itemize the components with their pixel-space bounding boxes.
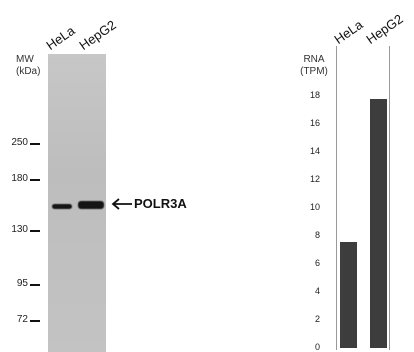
- hepg2-band: [78, 201, 104, 209]
- mw-label: MW: [16, 54, 34, 65]
- mw-marker-72-tick: [30, 320, 40, 322]
- rna-lane-label-hepg2: HepG2: [363, 11, 406, 47]
- mw-marker-130-tick: [30, 230, 40, 232]
- rna-y-tick-label-8: 8: [314, 230, 320, 240]
- rna-plot-frame: [336, 46, 390, 350]
- mw-marker-72-label: 72: [16, 314, 28, 325]
- mw-marker-180-label: 180: [11, 173, 28, 184]
- mw-marker-250-label: 250: [11, 137, 28, 148]
- arrow-left-icon: [111, 198, 132, 210]
- mw-marker-180-tick: [30, 179, 40, 181]
- rna-bar-hepg2: [370, 98, 387, 348]
- blot-lane-label-hela: HeLa: [43, 22, 78, 53]
- rna-y-tick-label-0: 0: [314, 342, 320, 352]
- mw-marker-95-label: 95: [16, 278, 28, 289]
- rna-y-tick-label-18: 18: [309, 90, 320, 100]
- rna-axis-title: RNA (TPM): [297, 54, 331, 78]
- rna-label: RNA: [303, 54, 325, 65]
- tpm-label: (TPM): [300, 66, 328, 77]
- rna-y-tick-label-12: 12: [309, 174, 320, 184]
- kda-label: (kDa): [16, 66, 41, 77]
- hela-band: [52, 204, 72, 209]
- blot-lane-label-hepg2: HepG2: [76, 17, 119, 53]
- rna-lane-label-hela: HeLa: [331, 16, 366, 47]
- rna-y-tick-label-16: 16: [309, 118, 320, 128]
- rna-bar-hela: [340, 241, 357, 348]
- rna-y-tick-label-4: 4: [314, 286, 320, 296]
- rna-y-tick-label-14: 14: [309, 146, 320, 156]
- mw-marker-130-label: 130: [11, 224, 28, 235]
- target-protein-label: POLR3A: [134, 196, 187, 211]
- mw-marker-250-tick: [30, 143, 40, 145]
- rna-y-tick-label-10: 10: [309, 202, 320, 212]
- rna-y-tick-label-6: 6: [314, 258, 320, 268]
- rna-y-tick-label-2: 2: [314, 314, 320, 324]
- mw-marker-95-tick: [30, 284, 40, 286]
- mw-axis-title: MW (kDa): [16, 54, 40, 78]
